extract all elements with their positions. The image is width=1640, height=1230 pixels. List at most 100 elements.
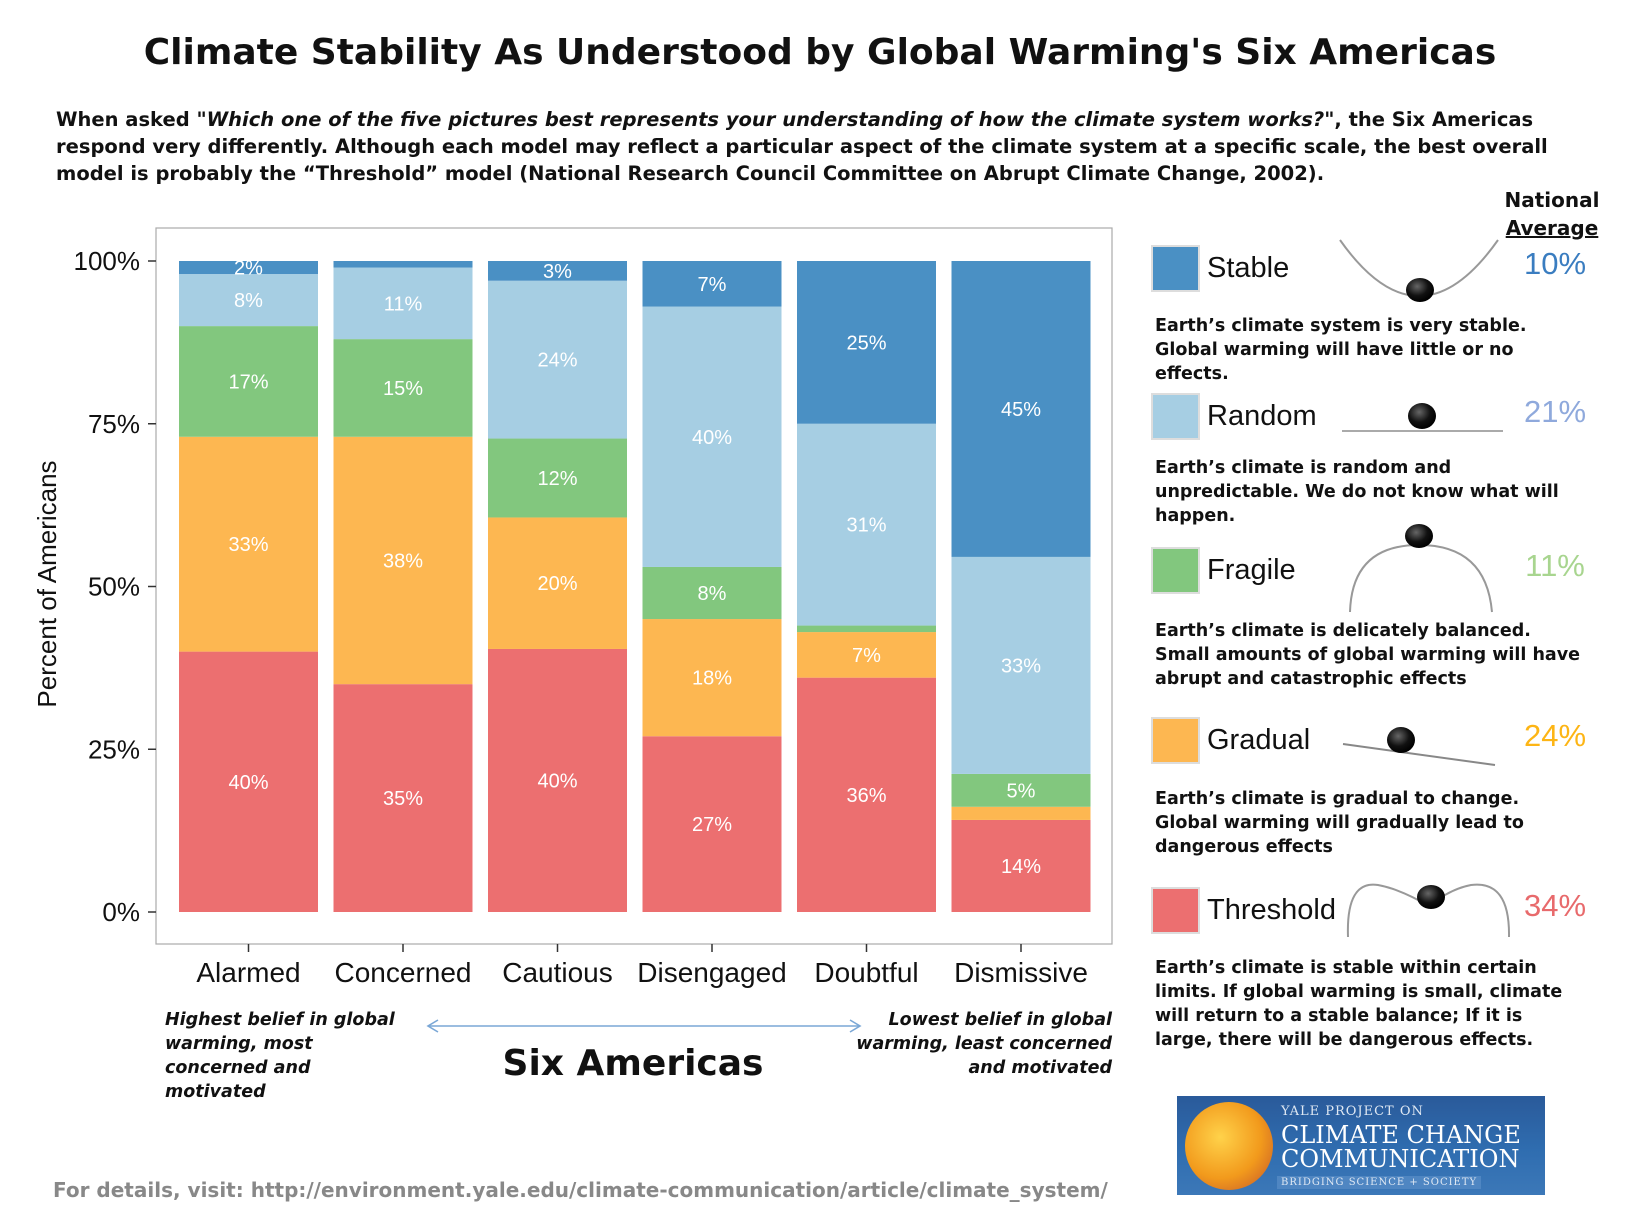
y-tick-label: 100% <box>74 246 141 276</box>
data-label: 8% <box>234 290 263 312</box>
direction-arrow <box>426 1019 862 1033</box>
logo-line2: CLIMATE CHANGE <box>1281 1121 1521 1149</box>
x-tick-label: Disengaged <box>637 957 786 988</box>
legend-swatch-gradual <box>1151 717 1200 764</box>
note-lowest-belief: Lowest belief in global warming, least c… <box>856 1010 1112 1078</box>
bar-segment-gradual <box>797 632 936 678</box>
data-label: 31% <box>846 515 886 537</box>
x-tick-label: Concerned <box>335 957 472 988</box>
legend-description: Earth’s climate is gradual to change. Gl… <box>1155 789 1524 857</box>
bar-segment-threshold <box>642 736 782 912</box>
legend-description: Earth’s climate system is very stable. G… <box>1155 316 1527 384</box>
y-axis: 0% 25% 50% 75% 100% <box>74 246 156 927</box>
legend-label: Threshold <box>1207 894 1336 926</box>
threshold-valley-icon <box>1346 883 1511 938</box>
data-label: 27% <box>692 814 732 836</box>
bar-segment-random <box>488 280 627 439</box>
bar-segment-stable <box>333 261 473 268</box>
bar-segment-threshold <box>951 819 1091 912</box>
subtitle-question: Which one of the five pictures best repr… <box>206 108 1325 131</box>
bar-segment-stable <box>797 261 936 424</box>
logo-line3: COMMUNICATION <box>1281 1145 1520 1173</box>
bar-segment-fragile <box>488 438 627 518</box>
data-label: 5% <box>1007 780 1036 802</box>
data-label: 8% <box>698 583 727 605</box>
data-label: 45% <box>1001 399 1041 421</box>
national-average-value: 24% <box>1523 718 1587 753</box>
y-axis-title: Percent of Americans <box>32 460 62 707</box>
bar-segment-gradual <box>333 436 473 685</box>
y-tick-label: 25% <box>88 734 140 764</box>
data-label: 7% <box>698 274 727 296</box>
x-axis: Alarmed Concerned Cautious Disengaged Doubtf… <box>196 944 1088 988</box>
subtitle: When asked "Which one of the five pictur… <box>56 106 1596 187</box>
legend-swatch-threshold <box>1151 887 1200 934</box>
legend-label: Fragile <box>1207 554 1296 586</box>
bar-segment-stable <box>951 261 1091 557</box>
data-label: 40% <box>692 427 732 449</box>
legend-label: Stable <box>1207 252 1290 284</box>
bar-segment-random <box>333 267 473 340</box>
logo-line1: YALE PROJECT ON <box>1281 1104 1424 1119</box>
bar-segment-random <box>797 423 936 626</box>
legend-swatch-fragile <box>1151 547 1200 594</box>
data-label: 3% <box>543 261 572 283</box>
bar-segment-threshold <box>488 648 627 912</box>
data-label: 17% <box>228 371 268 393</box>
fragile-hill-icon <box>1349 524 1493 613</box>
y-tick-label: 0% <box>102 897 140 927</box>
bar-segment-gradual <box>179 436 318 652</box>
subtitle-post: ", the Six Americas respond very differe… <box>56 108 1548 185</box>
bar-segment-gradual <box>488 517 627 649</box>
footer-details-link[interactable]: For details, visit: http://environment.y… <box>53 1178 1108 1202</box>
bar-segment-fragile <box>642 566 782 620</box>
logo-line4: BRIDGING SCIENCE + SOCIETY <box>1277 1176 1482 1189</box>
bars: 40% 33% 17% 8% 2% 35% 38% 15% 11% 40% 20% 12% 24% 3% 2… <box>179 258 1091 912</box>
data-label: 35% <box>383 788 423 810</box>
data-label: 15% <box>383 378 423 400</box>
bar-segment-fragile <box>179 326 318 437</box>
data-label: 33% <box>1001 655 1041 677</box>
bar-segment-stable <box>179 261 318 275</box>
data-label: 12% <box>537 468 577 490</box>
data-label: 33% <box>228 534 268 556</box>
legend-label: Gradual <box>1207 724 1311 756</box>
x-axis-title: Six Americas <box>502 1043 764 1084</box>
bar-segment-fragile <box>797 625 936 633</box>
y-tick-label: 75% <box>88 409 140 439</box>
bar-segment-gradual <box>951 806 1091 820</box>
data-label: 36% <box>846 785 886 807</box>
x-tick-label: Doubtful <box>814 957 918 988</box>
national-average-line1: National <box>1504 188 1600 212</box>
legend-swatch-stable <box>1151 245 1200 292</box>
data-label: 38% <box>383 550 423 572</box>
x-tick-label: Dismissive <box>954 957 1088 988</box>
national-average-header: National Average <box>1490 186 1614 242</box>
bar-segment-fragile <box>333 339 473 437</box>
legend-swatch-random <box>1151 393 1200 440</box>
bar-segment-threshold <box>179 651 318 912</box>
bar-segment-random <box>642 306 782 567</box>
data-label: 20% <box>537 573 577 595</box>
stable-bowl-icon <box>1339 239 1499 302</box>
subtitle-pre: When asked " <box>56 108 207 131</box>
random-flat-icon <box>1342 403 1503 432</box>
national-average-line2: Average <box>1505 216 1599 240</box>
national-average-value: 10% <box>1523 246 1587 281</box>
legend-description: Earth’s climate is stable within certain… <box>1155 958 1563 1050</box>
x-tick-label: Alarmed <box>196 957 300 988</box>
bar-segment-random <box>951 556 1091 774</box>
national-average-value: 11% <box>1525 548 1585 583</box>
data-label: 25% <box>846 332 886 354</box>
data-label: 2% <box>234 258 263 280</box>
data-label: 24% <box>537 350 577 372</box>
bar-segment-fragile <box>951 773 1091 807</box>
national-average-value: 21% <box>1523 394 1587 429</box>
bar-segment-stable <box>488 261 627 281</box>
data-label: 18% <box>692 668 732 690</box>
bar-segment-gradual <box>642 619 782 737</box>
data-label: 11% <box>384 293 423 315</box>
